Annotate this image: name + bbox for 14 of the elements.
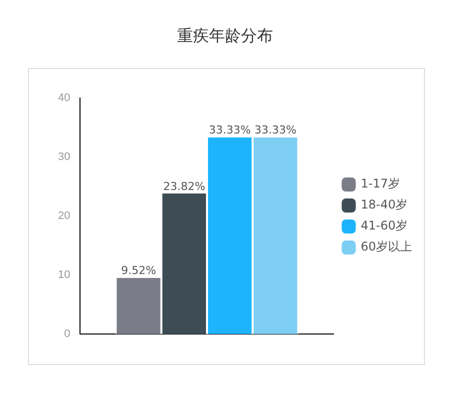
y-tick-label: 20 (58, 210, 70, 222)
y-tick-label: 0 (64, 328, 70, 340)
data-label: 23.82% (163, 180, 206, 193)
legend-label: 18-40岁 (360, 198, 408, 212)
legend-label: 41-60岁 (360, 218, 408, 233)
y-tick-label: 30 (58, 151, 70, 164)
legend-label: 60岁以上 (360, 240, 412, 254)
y-tick-label: 10 (58, 269, 70, 282)
data-label: 33.33% (254, 124, 296, 137)
data-label: 9.52% (121, 264, 156, 278)
legend-label: 1-17岁 (360, 176, 400, 191)
y-tick-label: 40 (58, 92, 70, 104)
chart-title: 重疾年龄分布 (176, 26, 274, 47)
data-label: 33.33% (208, 124, 251, 137)
